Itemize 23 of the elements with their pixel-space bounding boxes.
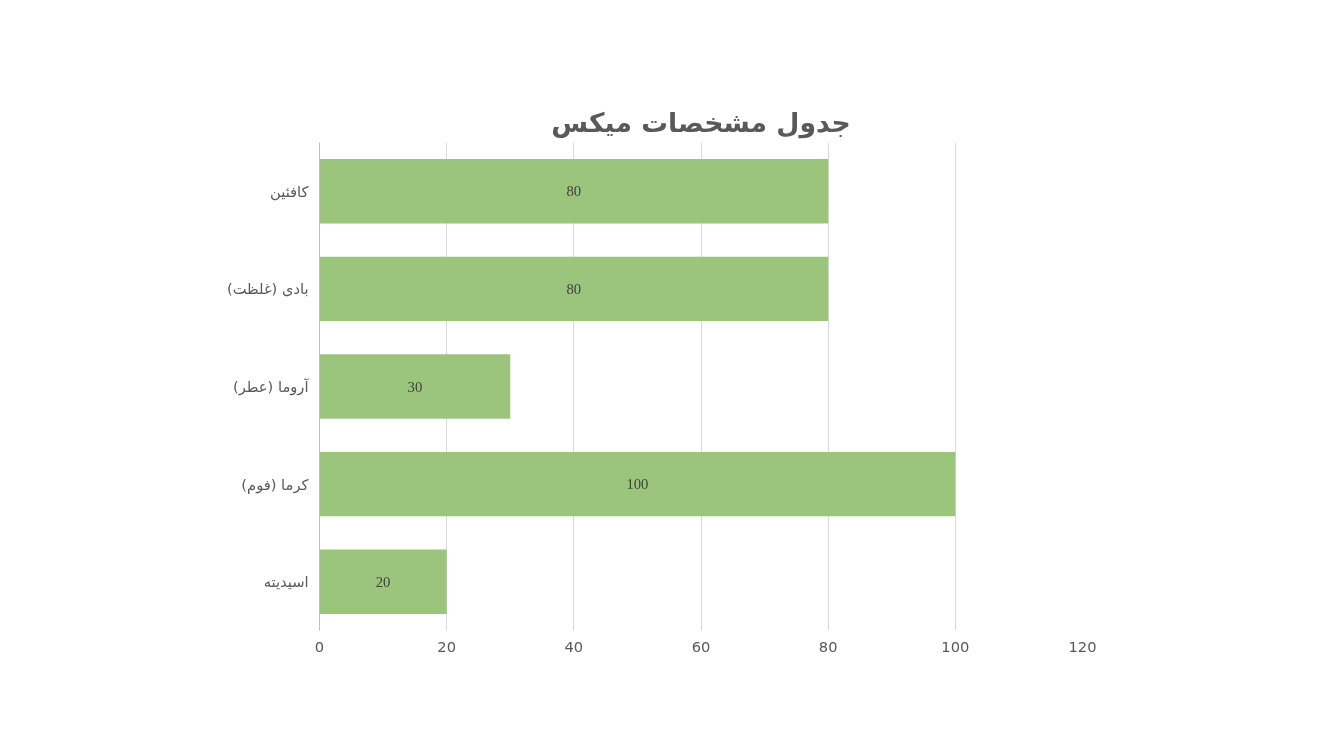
data-label: 80 [566,183,582,200]
bar [319,549,447,614]
x-tick-label: 120 [1068,637,1097,655]
bar [319,354,511,419]
data-label: 80 [566,280,582,297]
chart-title: جدول مشخصات میکس [551,106,851,139]
bar [319,159,829,224]
y-tick-label: بادی (غلظت) [226,280,309,298]
data-label: 20 [375,573,391,590]
x-tick-label: 60 [691,637,711,655]
x-tick-label: 100 [941,637,970,655]
x-tick-label: 80 [818,637,838,655]
y-tick-label: آروما (عطر) [233,378,310,396]
x-tick-label: 20 [437,637,456,655]
y-tick-label: کافئین [270,182,309,201]
bar [319,256,829,322]
bar [319,451,956,517]
data-label: 30 [407,378,423,395]
x-tick-label: 40 [564,637,584,655]
y-tick-label: اسیدیته [263,573,309,591]
data-label: 100 [626,476,649,493]
y-tick-label: کرما (فوم) [241,475,309,494]
x-tick-label: 0 [314,637,325,655]
